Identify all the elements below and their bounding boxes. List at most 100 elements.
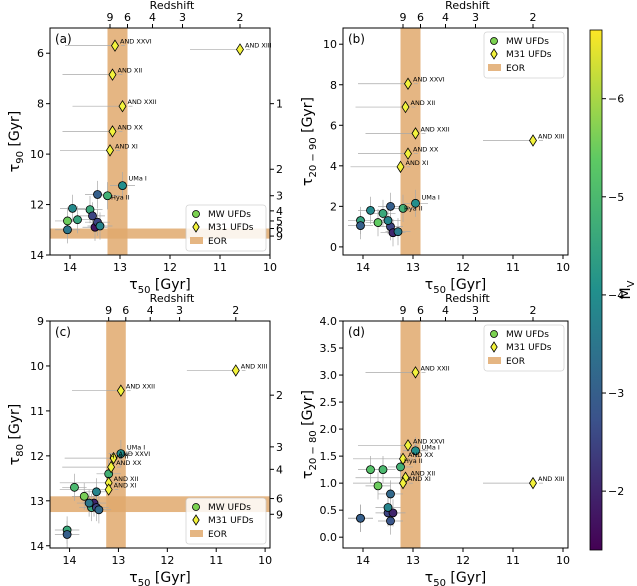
x-tick-label: 14 — [63, 554, 77, 567]
m31-point — [106, 144, 114, 157]
x-tick-label: 12 — [163, 261, 177, 274]
redshift-axis-label: Redshift — [150, 0, 195, 12]
legend: MW UFDs M31 UFDs EOR — [483, 31, 565, 79]
mw-label: UMa I — [422, 443, 440, 451]
axes-frame — [342, 27, 569, 256]
m31-point — [404, 439, 412, 452]
legend-eor-marker — [190, 237, 203, 244]
x-axis-label-main: τ — [425, 570, 433, 586]
y-tick-label: 14 — [30, 249, 44, 262]
mw-point — [383, 216, 393, 225]
redshift-tick-label: 3 — [176, 304, 183, 317]
m31-label: AND XII — [411, 470, 436, 478]
mw-point — [94, 505, 104, 515]
x-axis-label: τ50 [Gyr] — [129, 570, 190, 586]
mw-point — [386, 516, 395, 526]
panel-label: (d) — [348, 325, 365, 339]
x-tick-label: 13 — [111, 554, 125, 567]
redshift-tick-label: 3 — [472, 11, 479, 24]
redshift-tick-label: 4 — [442, 11, 449, 24]
y-tick-label: 9 — [37, 315, 44, 328]
colorbar-tick-label: −4 — [608, 289, 624, 302]
mw-point — [93, 190, 102, 199]
y-tick-label: 12 — [30, 450, 44, 463]
y-axis-label-sub: 80 — [15, 444, 26, 457]
legend-eor-label: EOR — [208, 530, 227, 540]
x-tick-label: 10 — [258, 554, 272, 567]
y-tick-label: 0.5 — [320, 504, 338, 517]
y-tick-label: 1.0 — [320, 477, 338, 490]
legend-eor-label: EOR — [506, 64, 525, 74]
mw-point — [118, 181, 127, 191]
m31-point — [108, 125, 117, 138]
x-axis-label-main: τ — [129, 570, 137, 586]
x-tick-label: 12 — [456, 261, 470, 274]
y-tick-label: 1.5 — [320, 450, 338, 463]
mw-point — [393, 227, 403, 237]
mw-point — [373, 481, 383, 491]
x-tick-label: 11 — [213, 261, 227, 274]
x-tick-label: 10 — [556, 554, 570, 567]
legend: MW UFDs M31 UFDs EOR — [185, 204, 267, 252]
y-tick-label: 3.5 — [320, 342, 338, 355]
right-tick-label: 3 — [276, 441, 283, 454]
mw-point — [63, 225, 72, 235]
mw-label: UMa I — [422, 193, 440, 201]
y-axis-label-sub: 90 — [15, 151, 26, 164]
colorbar-label-sub: V — [626, 280, 637, 287]
mw-point — [386, 201, 395, 211]
redshift-tick-label: 9 — [107, 11, 114, 24]
x-axis-label-sub: 50 — [138, 285, 151, 296]
x-axis-label-sub: 50 — [433, 578, 446, 586]
legend-m31-label: M31 UFDs — [506, 343, 552, 353]
m31-point — [404, 147, 412, 160]
redshift-tick-label: 2 — [530, 11, 537, 24]
legend: MW UFDs M31 UFDs EOR — [185, 497, 267, 545]
right-tick-label: 4 — [276, 205, 283, 218]
m31-label: AND XXII — [128, 98, 157, 106]
y-axis-label-main: τ — [300, 471, 316, 479]
mw-label: Hya II — [404, 204, 423, 212]
redshift-tick-label: 4 — [442, 304, 449, 317]
eor-band-vertical — [400, 321, 421, 548]
y-tick-label: 4.0 — [320, 315, 338, 328]
y-axis-label: τ20 − 90 [Gyr] — [300, 97, 319, 186]
colorbar-tick-label: −2 — [608, 485, 624, 498]
legend-mw-label: MW UFDs — [506, 37, 549, 47]
y-tick-label: 2 — [330, 200, 337, 213]
axes-frame — [49, 320, 271, 549]
y-tick-label: 10 — [30, 148, 44, 161]
x-tick-label: 14 — [63, 261, 77, 274]
redshift-tick-label: 9 — [400, 304, 407, 317]
mw-point — [62, 530, 72, 539]
colorbar-tick-label: −6 — [608, 93, 624, 106]
legend-m31-label: M31 UFDs — [208, 223, 254, 233]
x-axis-label-unit: [Gyr] — [446, 570, 486, 586]
right-tick-label: 6 — [276, 493, 283, 506]
y-tick-label: 0.0 — [320, 531, 338, 544]
m31-label: AND XXVI — [413, 437, 445, 445]
legend-mw-marker — [490, 330, 498, 338]
m31-label: AND XI — [408, 475, 431, 483]
mw-point — [95, 221, 105, 231]
y-tick-label: 6 — [330, 119, 337, 132]
mw-point — [356, 513, 365, 523]
y-axis-label-sub: 20 − 80 — [308, 430, 319, 470]
y-axis-label: τ20 − 80 [Gyr] — [300, 390, 319, 479]
x-tick-label: 13 — [406, 554, 420, 567]
mw-point — [73, 215, 82, 225]
mw-point — [373, 218, 383, 227]
y-axis-label-main: τ — [7, 457, 23, 465]
mw-point — [63, 216, 72, 226]
axes-frame — [342, 320, 569, 549]
redshift-tick-label: 4 — [147, 304, 154, 317]
y-tick-label: 2.0 — [320, 423, 338, 436]
mw-point — [386, 489, 395, 499]
colorbar-label: MV — [618, 280, 637, 299]
mw-point — [411, 198, 420, 208]
eor-band-vertical — [106, 321, 126, 548]
x-axis-label-unit: [Gyr] — [446, 277, 486, 293]
mw-point — [116, 449, 126, 459]
y-tick-label: 12 — [30, 199, 44, 212]
